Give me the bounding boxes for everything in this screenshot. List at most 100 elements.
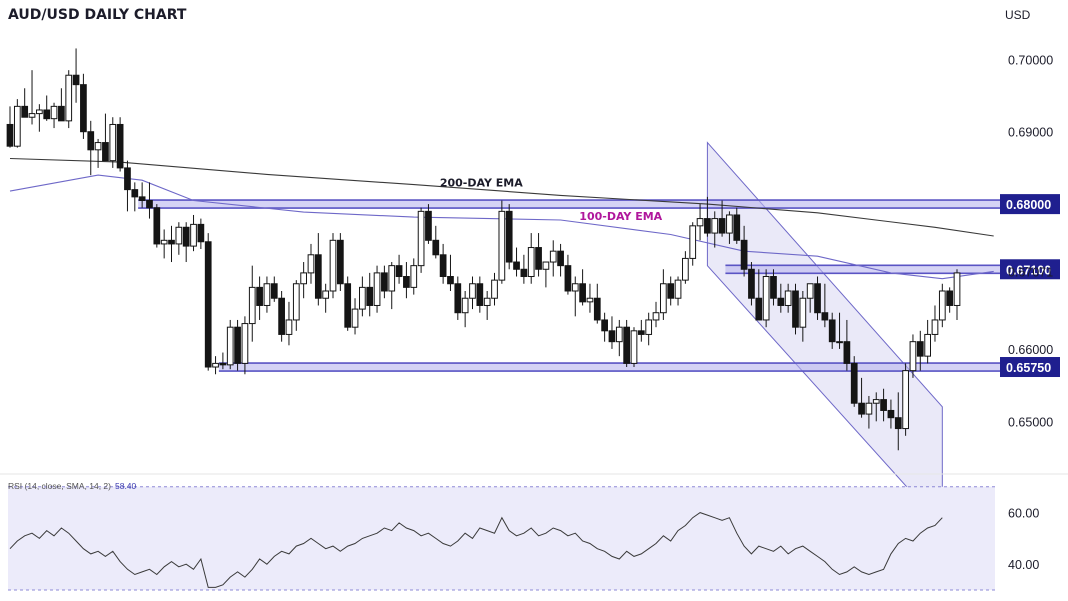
candle [226, 319, 234, 370]
chart-title: AUD/USD DAILY CHART [8, 7, 187, 23]
candle [674, 276, 682, 306]
candle-body-up [652, 312, 660, 321]
candle-body-up [630, 330, 638, 364]
candle-body-up [872, 399, 880, 404]
candle [359, 276, 366, 317]
candle-body-up [65, 74, 73, 122]
candle [491, 272, 498, 306]
candle [615, 319, 623, 357]
candle-body-up [94, 142, 102, 151]
level-label-box [1000, 259, 1060, 280]
candle-body-up [571, 283, 579, 292]
candle [623, 319, 631, 368]
candle [726, 211, 733, 244]
level-label-box [1000, 194, 1060, 215]
candle-body-up [549, 250, 557, 263]
candle [153, 204, 161, 248]
candle [476, 276, 484, 313]
rsi-band [8, 486, 995, 590]
candle-body-up [527, 247, 535, 278]
candle-body-up [28, 113, 36, 118]
candle-body-down [102, 142, 109, 162]
price-axis: 0.70000 0.69000 0.66000 0.65000 0.68000 0.671… [1000, 53, 1060, 572]
candle-body-down [432, 239, 440, 256]
level-label: 0.67100 [1006, 263, 1051, 277]
candle [138, 182, 146, 208]
candle [608, 316, 616, 349]
candle-body-down [182, 226, 190, 247]
candle [50, 102, 58, 129]
candle [740, 225, 748, 277]
candle-body-down [748, 268, 755, 299]
candle-body-up [865, 402, 873, 415]
candle-body-down [843, 341, 851, 364]
candle-body-up [13, 105, 21, 147]
candle [366, 272, 374, 317]
candle-body-up [953, 272, 961, 306]
candle [410, 258, 418, 295]
candle [197, 218, 205, 249]
candle [388, 262, 396, 310]
candle-body-down [124, 167, 131, 191]
candle [395, 254, 403, 284]
candle-body-up [359, 286, 366, 310]
level-band-2 [218, 363, 1000, 372]
candle [28, 70, 36, 125]
candle [836, 312, 843, 349]
candle-body-up [498, 210, 506, 281]
candle [696, 204, 704, 241]
candle-body-up [659, 283, 667, 314]
candle-body-up [226, 326, 234, 366]
candle [704, 196, 711, 237]
candle [718, 200, 726, 237]
candle-body-down [946, 290, 954, 306]
candle [248, 265, 256, 342]
ema-200-line [9, 157, 994, 237]
level-label-box [1000, 357, 1060, 378]
candle [285, 301, 293, 346]
level-label: 0.68000 [1006, 198, 1051, 212]
candle-body-up [469, 283, 476, 299]
candle-body-up [483, 297, 491, 306]
candle [469, 276, 476, 310]
price-tick-label: 0.69000 [1008, 126, 1053, 140]
rsi-pane [0, 473, 1068, 591]
price-pane: 200-DAY EMA 100-DAY EMA [6, 48, 1001, 528]
candle-body-up [292, 283, 300, 321]
candle-body-down [579, 283, 586, 303]
level-band-0 [138, 200, 1001, 209]
candle [527, 233, 535, 284]
candle [270, 276, 278, 302]
candle-body-down [168, 239, 175, 245]
candle [131, 182, 139, 212]
candle-body-down [6, 123, 14, 147]
candle [94, 138, 102, 168]
level-label: 0.65750 [1006, 361, 1051, 375]
candle-body-down [256, 286, 263, 306]
candle-body-down [146, 199, 153, 209]
candle [292, 280, 300, 331]
candle [535, 233, 542, 277]
candle [630, 327, 638, 368]
candle [770, 269, 777, 306]
candle-body-down [513, 261, 520, 270]
candle-body-down [476, 283, 484, 306]
candle [417, 207, 425, 273]
candle [483, 290, 491, 320]
candle-body-down [858, 402, 865, 415]
candle-body-up [615, 326, 623, 343]
candle-body-down [593, 297, 601, 321]
candle-body-down [425, 210, 432, 241]
candle-body-down [916, 341, 924, 357]
candle-body-up [461, 297, 469, 314]
candle [204, 233, 212, 371]
candle [806, 283, 814, 313]
candle [850, 356, 858, 407]
candle [667, 276, 675, 306]
candle [307, 243, 315, 284]
candle-body-up [645, 319, 653, 335]
ema-100-label: 100-DAY EMA [579, 210, 662, 223]
candle [571, 276, 579, 317]
candle-body-down [131, 189, 139, 198]
candle [381, 265, 388, 299]
